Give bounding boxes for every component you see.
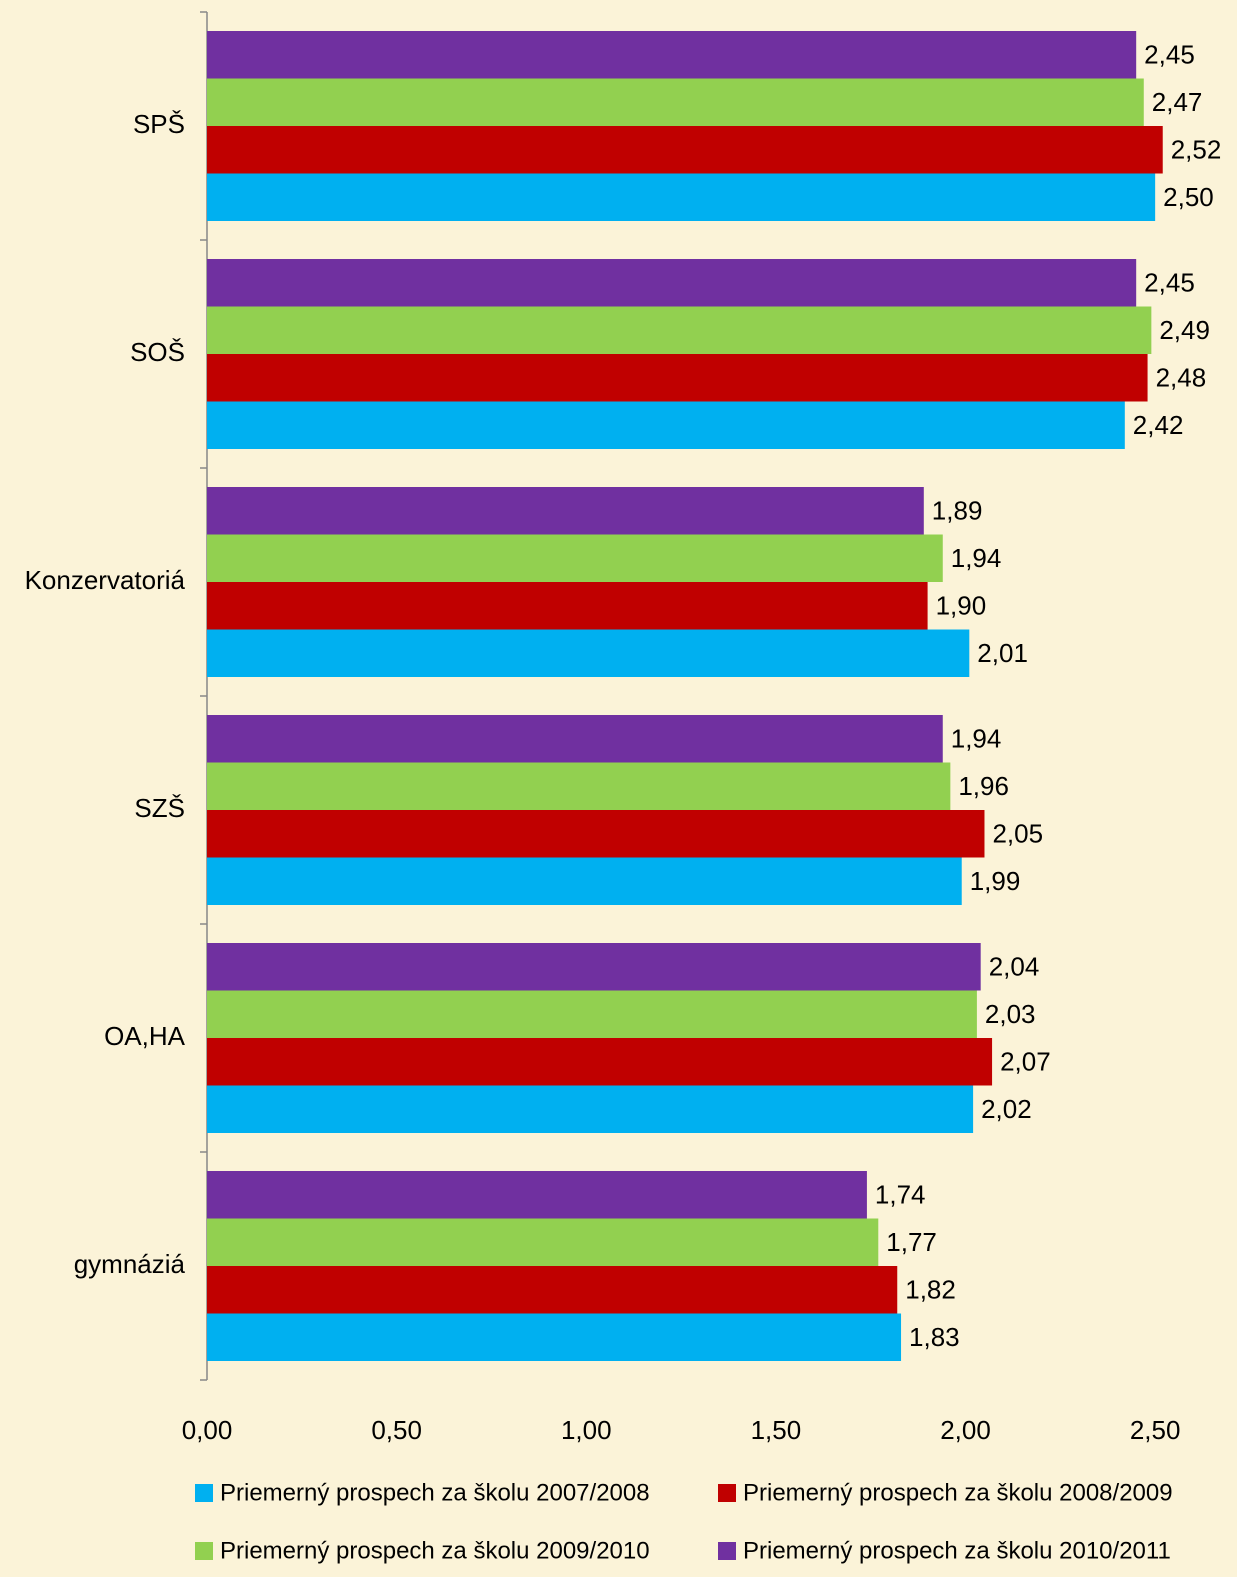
data-label: 2,03 (985, 999, 1036, 1029)
bar (207, 1218, 879, 1266)
category-label: SZŠ (134, 793, 185, 823)
bar (207, 487, 924, 535)
data-label: 2,04 (989, 952, 1040, 982)
bar (207, 810, 985, 858)
data-label: 1,83 (909, 1322, 960, 1352)
bar (207, 1171, 867, 1219)
bar (207, 943, 981, 991)
category-label: SPŠ (133, 109, 185, 139)
x-tick-label: 2,50 (1130, 1415, 1181, 1445)
bar (207, 1313, 902, 1361)
data-label: 2,45 (1144, 40, 1195, 70)
legend-label: Priemerný prospech za školu 2007/2008 (220, 1479, 650, 1506)
data-label: 2,52 (1171, 135, 1222, 165)
data-label: 1,94 (951, 724, 1002, 754)
data-label: 2,47 (1152, 87, 1203, 117)
legend-swatch (195, 1542, 213, 1560)
data-label: 2,49 (1159, 315, 1210, 345)
bar (207, 78, 1144, 126)
category-label: gymnáziá (74, 1249, 186, 1279)
legend-swatch (195, 1484, 213, 1502)
bar (207, 1038, 993, 1086)
x-tick-label: 0,50 (371, 1415, 422, 1445)
data-label: 2,02 (981, 1094, 1032, 1124)
bar (207, 1266, 898, 1314)
data-label: 2,45 (1144, 268, 1195, 298)
data-label: 1,94 (951, 543, 1002, 573)
data-label: 1,89 (932, 496, 983, 526)
data-label: 1,74 (875, 1180, 926, 1210)
data-label: 2,05 (992, 819, 1043, 849)
bar (207, 582, 928, 630)
bar (207, 857, 962, 905)
data-label: 2,42 (1133, 410, 1184, 440)
legend-label: Priemerný prospech za školu 2010/2011 (743, 1537, 1171, 1564)
bar (207, 534, 943, 582)
bar (207, 401, 1125, 449)
data-label: 1,90 (936, 591, 987, 621)
category-label: OA,HA (104, 1021, 186, 1051)
bar (207, 354, 1148, 402)
x-tick-label: 2,00 (940, 1415, 991, 1445)
data-label: 1,77 (886, 1227, 937, 1257)
data-label: 2,48 (1156, 363, 1207, 393)
data-label: 2,50 (1163, 182, 1214, 212)
legend-label: Priemerný prospech za školu 2008/2009 (743, 1479, 1173, 1506)
legend-label: Priemerný prospech za školu 2009/2010 (220, 1537, 650, 1564)
bar (207, 126, 1163, 174)
data-label: 1,96 (958, 771, 1009, 801)
legend-swatch (718, 1484, 736, 1502)
data-label: 2,01 (977, 638, 1028, 668)
bar (207, 990, 977, 1038)
category-label: SOŠ (130, 337, 185, 367)
data-label: 1,99 (970, 866, 1021, 896)
bar (207, 762, 951, 810)
bar (207, 173, 1156, 221)
bar (207, 306, 1152, 354)
data-label: 2,07 (1000, 1047, 1051, 1077)
x-tick-label: 1,00 (561, 1415, 612, 1445)
bar (207, 629, 970, 677)
x-tick-label: 0,00 (182, 1415, 233, 1445)
legend-swatch (718, 1542, 736, 1560)
bar (207, 1085, 974, 1133)
category-label: Konzervatoriá (25, 565, 186, 595)
bar (207, 31, 1137, 79)
bar (207, 259, 1137, 307)
data-label: 1,82 (905, 1275, 956, 1305)
x-tick-label: 1,50 (751, 1415, 802, 1445)
bar (207, 715, 943, 763)
